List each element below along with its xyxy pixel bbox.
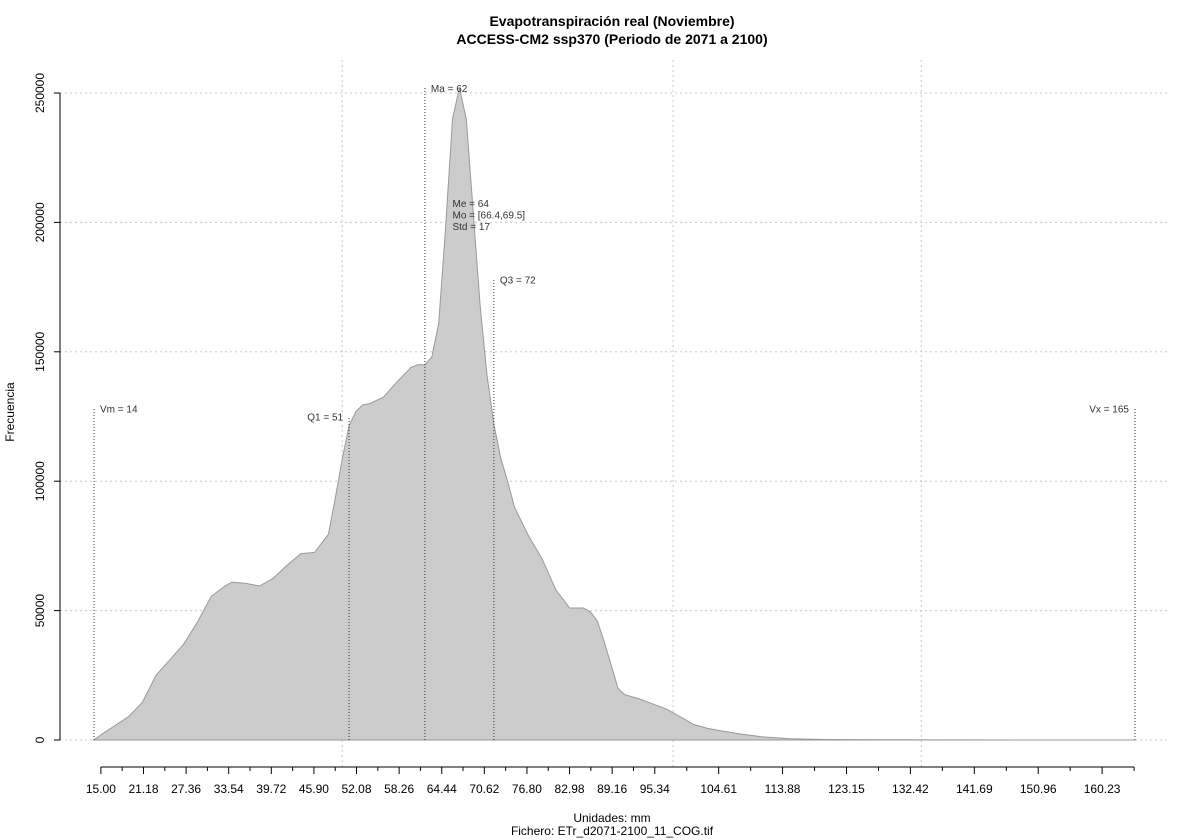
y-axis-label: Frecuencia xyxy=(3,382,17,442)
x-axis: 15.00 21.18 27.36 33.54 39.72 45.90 52.08 58.26… xyxy=(86,766,1135,796)
x-tick-label: 27.36 xyxy=(171,782,201,796)
stat-marker-label: Q3 = 72 xyxy=(500,275,536,286)
x-tick-label: 113.88 xyxy=(765,782,801,796)
stat-marker-label: Q1 = 51 xyxy=(307,413,343,424)
y-tick-label: 50000 xyxy=(33,594,47,628)
x-tick-label: 21.18 xyxy=(128,782,158,796)
x-tick-label: 82.98 xyxy=(555,782,585,796)
x-tick-label: 15.00 xyxy=(86,782,116,796)
x-axis-label: Unidades: mm xyxy=(573,811,650,825)
x-tick-label: 160.23 xyxy=(1084,782,1121,796)
chart-title: Evapotranspiración real (Noviembre) xyxy=(489,13,734,29)
footer-label: Fichero: ETr_d2071-2100_11_COG.tif xyxy=(511,824,714,838)
x-tick-label: 52.08 xyxy=(342,782,372,796)
y-tick-label: 150000 xyxy=(33,331,47,371)
stat-marker-label: Vm = 14 xyxy=(100,405,138,416)
y-tick-label: 0 xyxy=(33,736,47,743)
stat-marker-label: Ma = 62 xyxy=(431,84,468,95)
x-tick-label: 95.34 xyxy=(640,782,670,796)
x-tick-label: 150.96 xyxy=(1020,782,1057,796)
x-tick-label: 89.16 xyxy=(597,782,627,796)
stats-label: Mo = [66.4,69.5] xyxy=(452,210,525,221)
y-axis: 0 50000 100000 150000 200000 250000 xyxy=(33,73,61,743)
x-tick-label: 132.42 xyxy=(892,782,929,796)
stat-marker-label: Vx = 165 xyxy=(1089,405,1129,416)
x-tick-label: 70.62 xyxy=(469,782,499,796)
x-tick-label: 33.54 xyxy=(214,782,244,796)
chart-subtitle: ACCESS-CM2 ssp370 (Periodo de 2071 a 210… xyxy=(456,31,767,47)
y-tick-label: 250000 xyxy=(33,73,47,113)
x-tick-label: 104.61 xyxy=(700,782,737,796)
x-tick-label: 64.44 xyxy=(427,782,457,796)
x-tick-label: 76.80 xyxy=(512,782,542,796)
x-tick-label: 123.15 xyxy=(828,782,865,796)
marker-layer: Vm = 14 Q1 = 51 Ma = 62 Q3 = 72 Vx = 165 Me =… xyxy=(93,84,1136,740)
x-tick-label: 39.72 xyxy=(256,782,286,796)
stats-label: Me = 64 xyxy=(452,199,489,210)
y-tick-label: 100000 xyxy=(33,461,47,501)
x-tick-label: 58.26 xyxy=(384,782,414,796)
x-tick-label: 45.90 xyxy=(299,782,329,796)
stats-label: Std = 17 xyxy=(452,222,490,233)
x-tick-label: 141.69 xyxy=(956,782,993,796)
y-tick-label: 200000 xyxy=(33,202,47,242)
frequency-area xyxy=(92,87,1135,741)
